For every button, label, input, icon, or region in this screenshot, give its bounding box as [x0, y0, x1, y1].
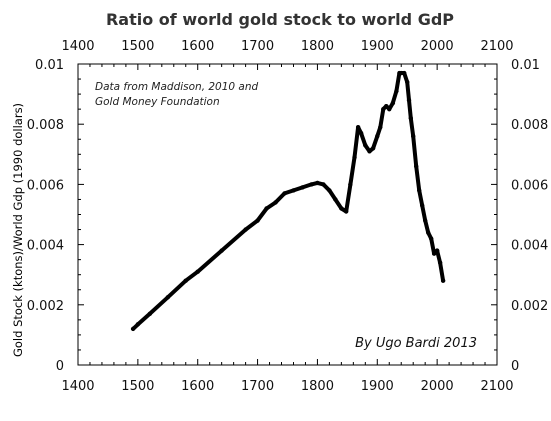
y-tick-labels-left: 0 0.002 0.004 0.006 0.008 0.01: [27, 58, 64, 374]
y-tick-label-right: 0.01: [511, 58, 540, 73]
data-point: [300, 185, 305, 190]
data-point: [375, 134, 380, 139]
data-point: [309, 182, 314, 187]
x-tick-label-bottom: 1600: [181, 379, 214, 394]
data-point: [370, 146, 376, 151]
x-tick-label-bottom: 1400: [61, 379, 94, 394]
y-tick-label-right: 0.004: [511, 239, 548, 254]
data-point: [387, 106, 392, 112]
y-tick-label-left: 0: [56, 359, 64, 374]
data-point: [130, 326, 136, 332]
x-tick-label-top: 1400: [61, 39, 94, 54]
data-point: [183, 278, 188, 283]
data-point: [419, 203, 425, 208]
data-point: [367, 149, 372, 154]
data-point: [378, 125, 383, 130]
data-point: [406, 97, 412, 103]
y-tick-label-left: 0.006: [27, 178, 64, 193]
series-line-gold-gdp-ratio: [131, 71, 446, 331]
data-point: [434, 248, 440, 253]
data-point: [411, 134, 416, 139]
data-point: [343, 209, 349, 214]
x-tick-label-top: 2000: [421, 39, 454, 54]
data-point: [437, 260, 443, 265]
data-point: [408, 115, 414, 121]
x-tick-label-bottom: 1900: [361, 379, 394, 394]
y-tick-label-right: 0.006: [511, 178, 548, 193]
series-points: [130, 70, 446, 332]
y-tick-label-left: 0.008: [27, 118, 64, 133]
data-point: [219, 248, 224, 253]
data-point: [135, 322, 141, 327]
data-point: [390, 100, 396, 106]
data-point: [355, 125, 361, 130]
x-tick-label-top: 1900: [361, 39, 394, 54]
data-point: [422, 218, 428, 223]
y-axis-label: Gold Stock (ktons)/World Gdp (1990 dolla…: [11, 103, 25, 357]
y-tick-label-right: 0.008: [511, 118, 548, 133]
data-point: [431, 251, 437, 256]
data-point: [348, 182, 353, 187]
x-tick-label-bottom: 1700: [241, 379, 274, 394]
tick-marks: [77, 63, 498, 366]
data-point: [394, 88, 399, 94]
y-tick-label-right: 0: [511, 359, 519, 374]
data-point: [402, 70, 407, 76]
x-tick-label-bottom: 2000: [421, 379, 454, 394]
data-source-note-line-2: Gold Money Foundation: [95, 96, 220, 108]
data-point: [416, 188, 422, 193]
data-point: [405, 79, 410, 85]
x-tick-label-top: 2100: [480, 39, 513, 54]
data-point: [264, 206, 269, 211]
chart-title: Ratio of world gold stock to world GdP: [106, 10, 454, 29]
data-point: [243, 227, 248, 232]
data-point: [327, 188, 332, 193]
data-point: [147, 311, 153, 317]
x-tick-labels-bottom: 1400 1500 1600 1700 1800 1900 2000 2100: [61, 379, 513, 394]
data-point: [333, 197, 338, 202]
data-point: [428, 236, 434, 241]
x-tick-label-top: 1500: [121, 39, 154, 54]
data-point: [339, 206, 344, 211]
x-tick-label-bottom: 1800: [301, 379, 334, 394]
data-point: [358, 131, 364, 136]
x-tick-label-bottom: 2100: [480, 379, 513, 394]
data-point: [255, 218, 260, 223]
data-point: [321, 182, 326, 187]
data-source-note-line-1: Data from Maddison, 2010 and: [95, 81, 259, 93]
data-point: [440, 278, 446, 283]
author-credit: By Ugo Bardi 2013: [355, 336, 477, 351]
y-tick-label-left: 0.01: [35, 58, 64, 73]
y-tick-label-right: 0.002: [511, 299, 548, 314]
data-point: [425, 230, 431, 235]
y-tick-label-left: 0.004: [27, 239, 64, 254]
data-point: [165, 295, 170, 300]
data-point: [315, 180, 320, 186]
x-tick-label-top: 1600: [181, 39, 214, 54]
y-tick-label-left: 0.002: [27, 299, 64, 314]
x-tick-label-bottom: 1500: [121, 379, 154, 394]
data-point: [352, 155, 357, 160]
data-point: [384, 103, 389, 109]
data-point: [291, 188, 296, 193]
y-tick-labels-right: 0 0.002 0.004 0.006 0.008 0.01: [511, 58, 548, 374]
data-point: [363, 143, 368, 148]
x-tick-label-top: 1700: [241, 39, 274, 54]
x-tick-label-top: 1800: [301, 39, 334, 54]
data-point: [282, 191, 287, 196]
data-point: [381, 106, 386, 112]
data-point: [413, 164, 419, 169]
data-point: [273, 200, 278, 205]
x-tick-labels-top: 1400 1500 1600 1700 1800 1900 2000 2100: [61, 39, 513, 54]
data-point: [195, 269, 200, 274]
